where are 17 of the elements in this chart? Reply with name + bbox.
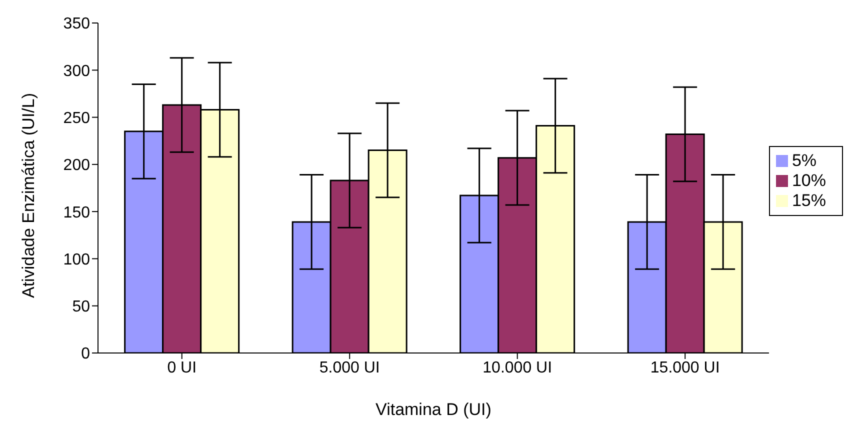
x-axis-title: Vitamina D (UI) <box>376 400 492 419</box>
legend-label: 5% <box>792 150 817 170</box>
y-tick-label: 250 <box>63 110 90 127</box>
legend-label: 15% <box>792 190 826 210</box>
y-tick-label: 150 <box>63 204 90 222</box>
y-tick-label: 200 <box>63 157 90 174</box>
y-tick-label: 350 <box>63 16 90 33</box>
x-tick-label: 15.000 UI <box>650 359 720 376</box>
x-tick-label: 5.000 UI <box>319 359 380 376</box>
y-axis-title: Atividade Enzimática (UI/L) <box>19 92 38 298</box>
legend-label: 10% <box>792 170 826 190</box>
y-tick-label: 0 <box>81 346 90 363</box>
y-tick-label: 50 <box>72 298 90 316</box>
y-tick-label: 100 <box>63 251 90 268</box>
y-tick-label: 300 <box>63 62 90 80</box>
x-tick-label: 10.000 UI <box>482 359 552 376</box>
x-tick-label: 0 UI <box>167 359 197 376</box>
